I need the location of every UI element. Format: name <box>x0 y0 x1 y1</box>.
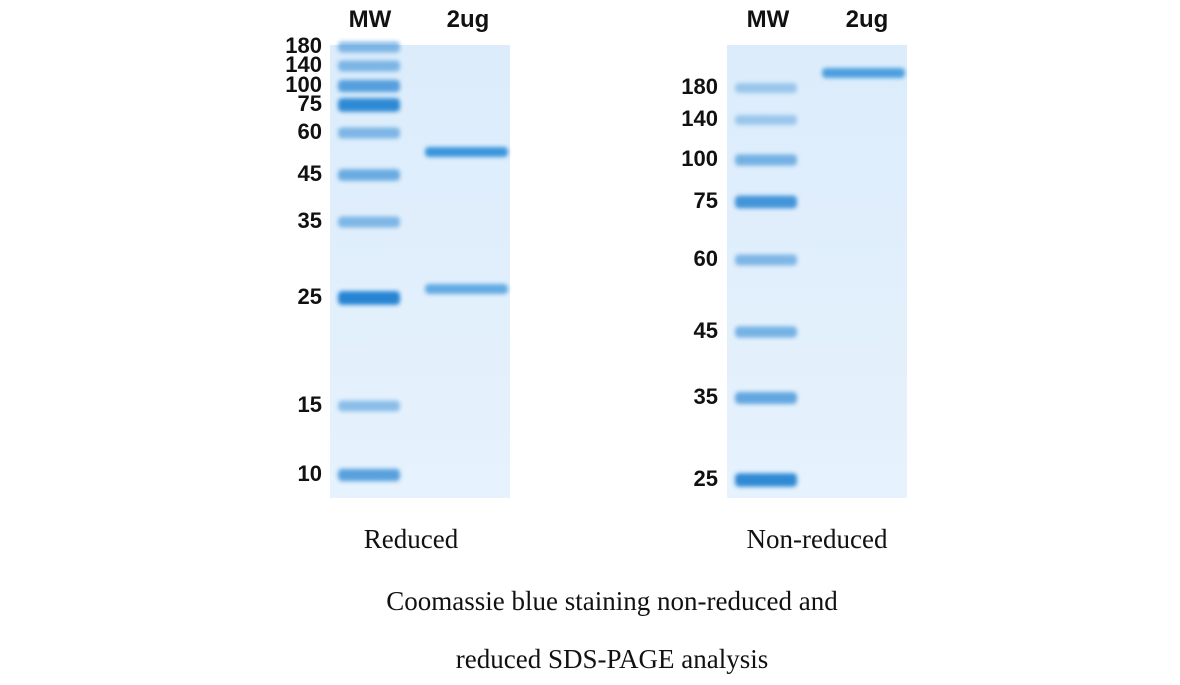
sample-band <box>425 284 508 294</box>
marker-band <box>338 60 400 72</box>
gel <box>727 45 907 498</box>
sample-band <box>822 68 905 78</box>
gel <box>330 45 510 498</box>
marker-band <box>735 195 797 209</box>
marker-band <box>338 98 400 112</box>
caption-line: Coomassie blue staining non-reduced and <box>386 586 838 616</box>
marker-band <box>735 254 797 266</box>
lane-label: 2ug <box>447 6 490 33</box>
mw-label: 140 <box>681 106 718 131</box>
marker-band <box>735 82 797 94</box>
marker-band <box>735 114 797 126</box>
lane-label: 2ug <box>846 6 889 33</box>
mw-label: 180 <box>681 74 718 99</box>
mw-label: 140 <box>285 52 322 77</box>
gel-label: Non-reduced <box>747 524 888 554</box>
mw-label: 35 <box>694 384 718 409</box>
lane-label: MW <box>747 6 790 33</box>
mw-label: 25 <box>694 466 718 491</box>
mw-label: 10 <box>298 461 322 486</box>
mw-label: 35 <box>298 208 322 233</box>
mw-label: 25 <box>298 284 322 309</box>
lane-label: MW <box>349 6 392 33</box>
caption-line: reduced SDS-PAGE analysis <box>456 644 768 674</box>
marker-band <box>338 400 400 412</box>
marker-band <box>338 79 400 93</box>
mw-label: 60 <box>298 119 322 144</box>
marker-band <box>338 291 400 305</box>
marker-band <box>338 41 400 53</box>
marker-band <box>735 392 797 404</box>
marker-band <box>338 127 400 139</box>
mw-label: 75 <box>298 91 322 116</box>
mw-label: 100 <box>681 146 718 171</box>
marker-band <box>735 473 797 487</box>
mw-label: 180 <box>285 33 322 58</box>
mw-label: 45 <box>694 318 718 343</box>
marker-band <box>735 326 797 338</box>
marker-band <box>338 169 400 181</box>
sample-band <box>425 147 508 157</box>
mw-label: 15 <box>298 392 322 417</box>
mw-label: 100 <box>285 72 322 97</box>
gel-label: Reduced <box>364 524 459 554</box>
marker-band <box>338 468 400 482</box>
mw-label: 45 <box>298 161 322 186</box>
mw-label: 60 <box>694 246 718 271</box>
mw-label: 75 <box>694 188 718 213</box>
marker-band <box>735 154 797 166</box>
marker-band <box>338 216 400 228</box>
